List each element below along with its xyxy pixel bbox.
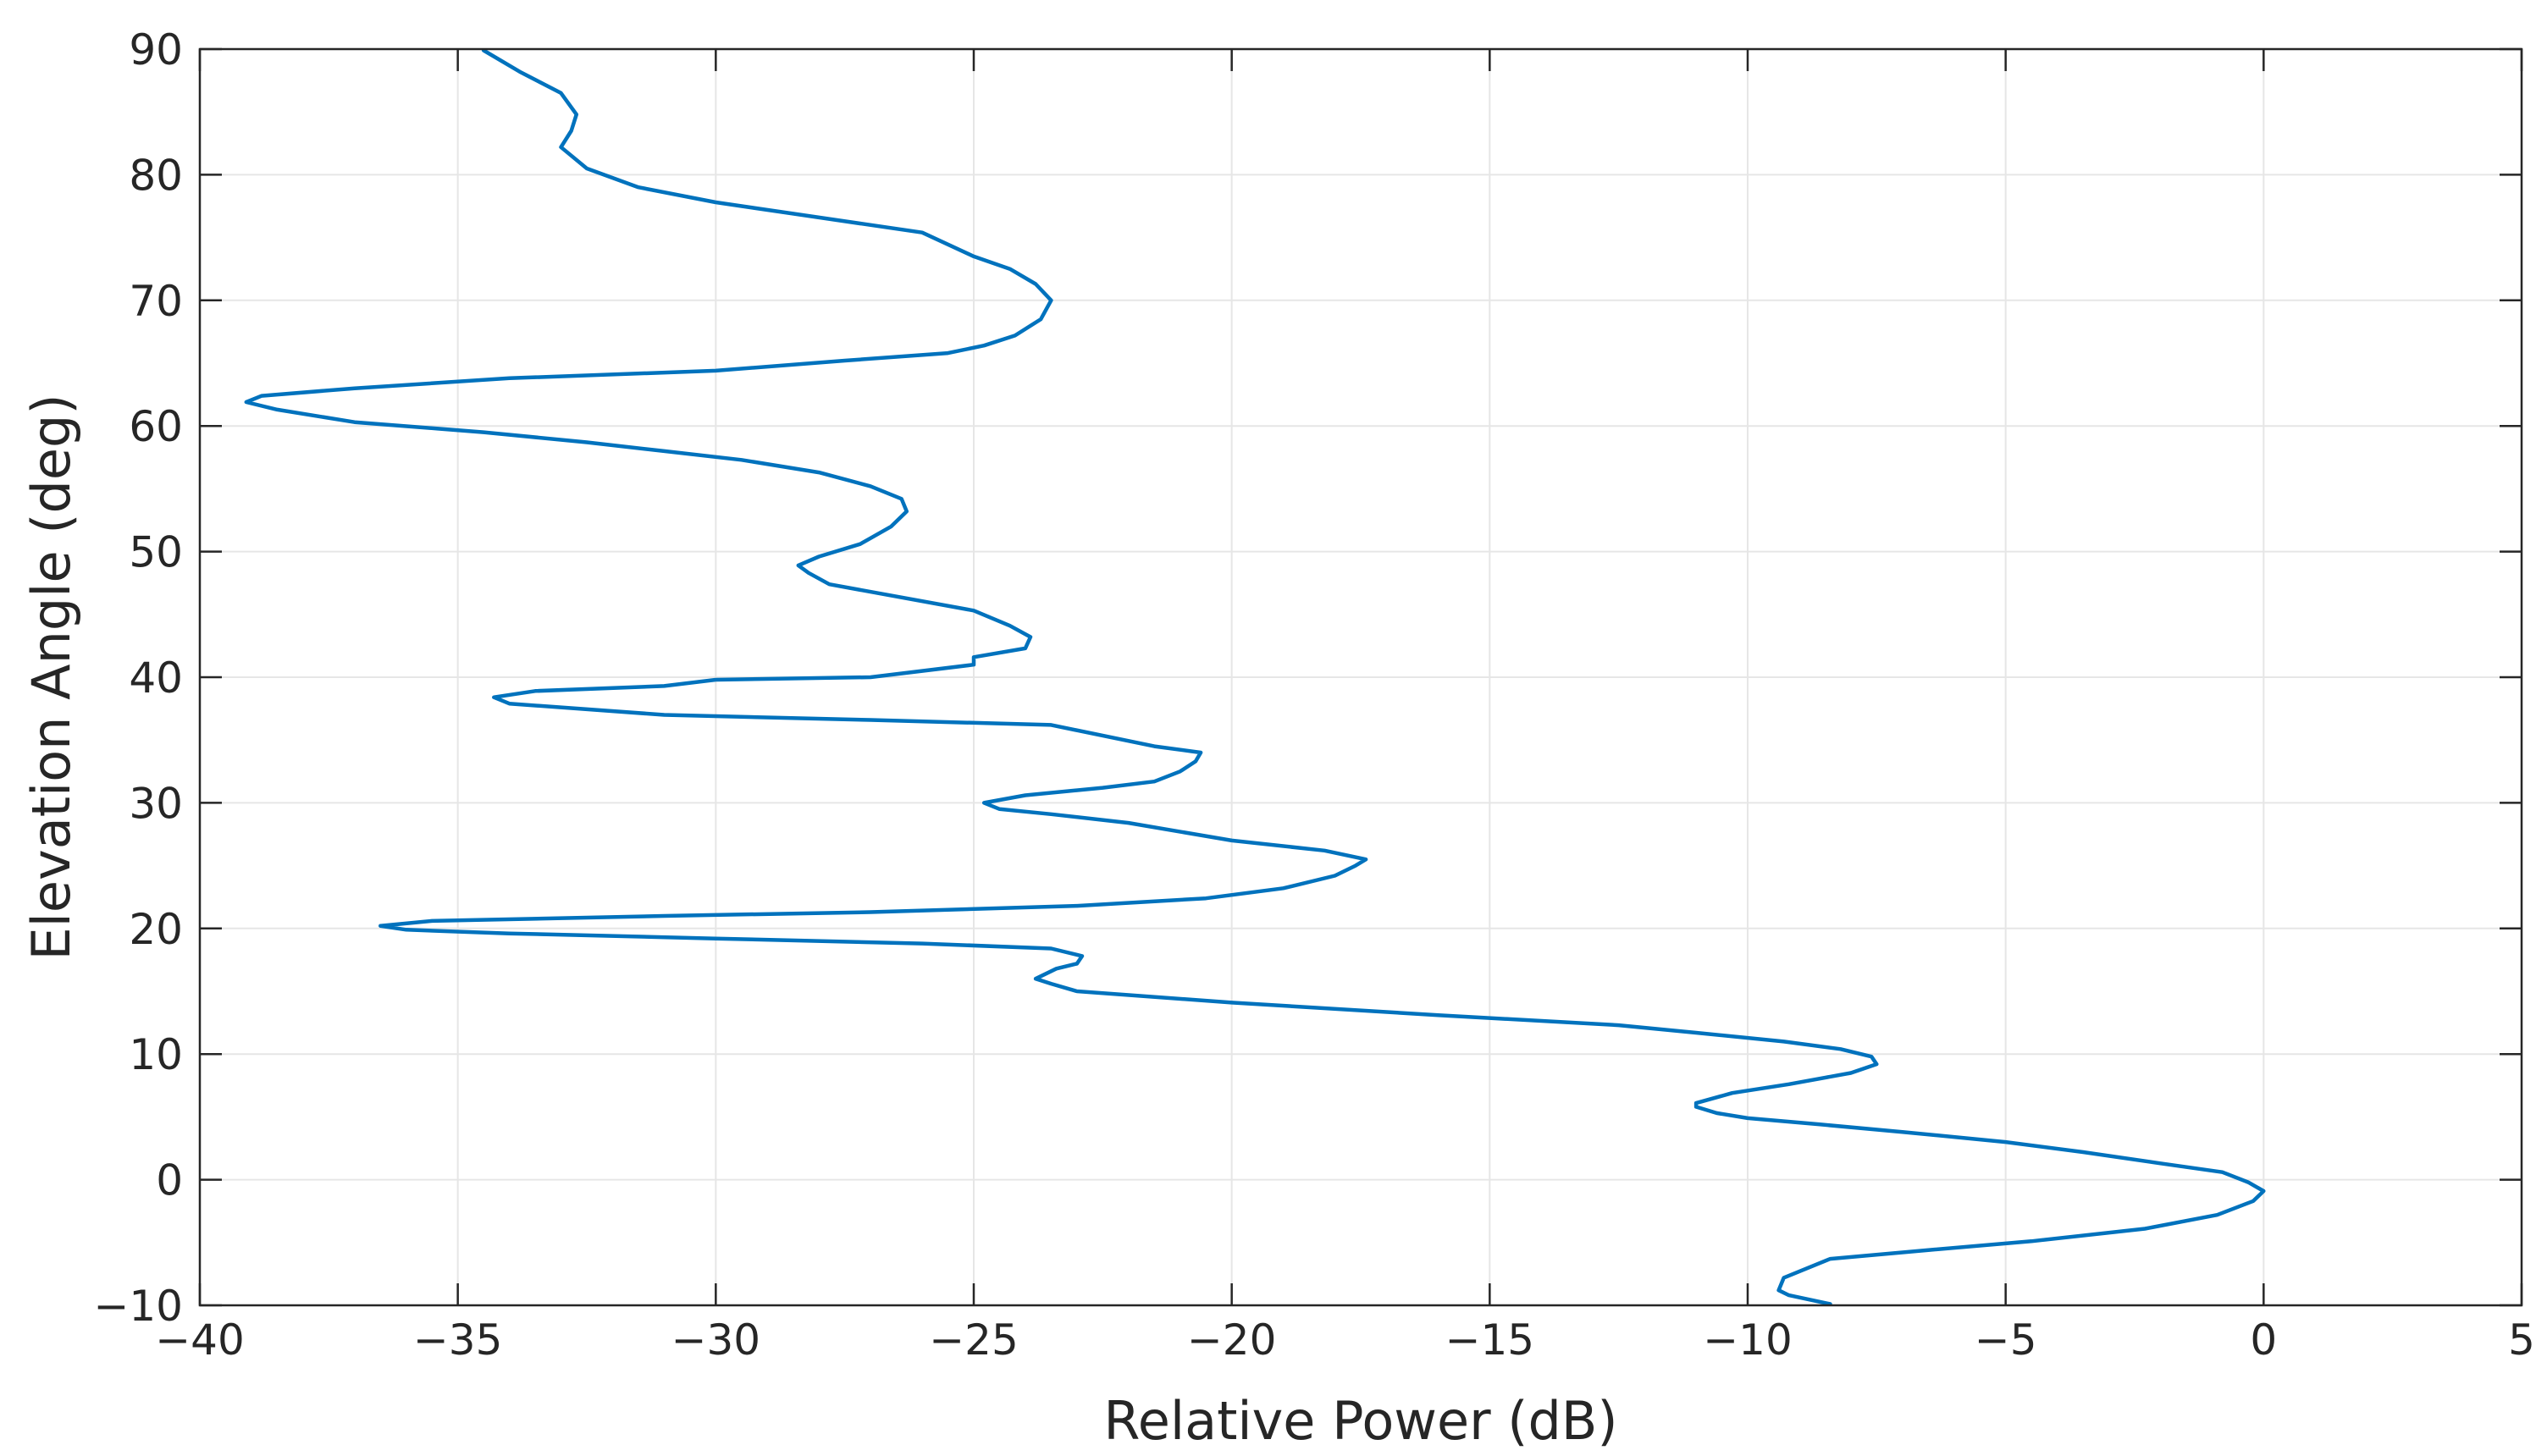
x-tick-label: −40 [155, 1315, 245, 1365]
x-tick-labels: −40 −35 −30 −25 −20 −15 −10 −5 0 5 [155, 1315, 2535, 1365]
x-tick-label: −20 [1187, 1315, 1277, 1365]
y-tick-label: 80 [129, 151, 183, 200]
y-tick-label: 50 [129, 528, 183, 577]
y-tick-labels: −10 0 10 20 30 40 50 60 70 80 90 [93, 25, 183, 1331]
x-tick-label: 5 [2508, 1315, 2535, 1365]
y-tick-label: 40 [129, 654, 183, 703]
y-tick-label: 20 [129, 905, 183, 954]
y-axis-label: Elevation Angle (deg) [20, 394, 82, 960]
x-tick-label: −10 [1703, 1315, 1793, 1365]
series-layer [244, 48, 2266, 1306]
x-tick-label: −15 [1445, 1315, 1535, 1365]
y-tick-label: 90 [129, 25, 183, 74]
x-tick-label: −35 [413, 1315, 503, 1365]
tick-marks [198, 47, 2523, 1307]
y-tick-label: −10 [93, 1282, 183, 1331]
x-tick-label: −5 [1975, 1315, 2037, 1365]
x-tick-label: 0 [2250, 1315, 2277, 1365]
y-tick-label: 70 [129, 277, 183, 326]
y-tick-label: 60 [129, 402, 183, 451]
x-tick-label: −30 [671, 1315, 761, 1365]
y-tick-label: 30 [129, 779, 183, 828]
x-axis-label: Relative Power (dB) [1103, 1390, 1617, 1452]
y-tick-label: 0 [156, 1156, 183, 1205]
x-tick-label: −25 [929, 1315, 1019, 1365]
y-tick-label: 10 [129, 1030, 183, 1079]
series-line-1 [244, 48, 2266, 1306]
